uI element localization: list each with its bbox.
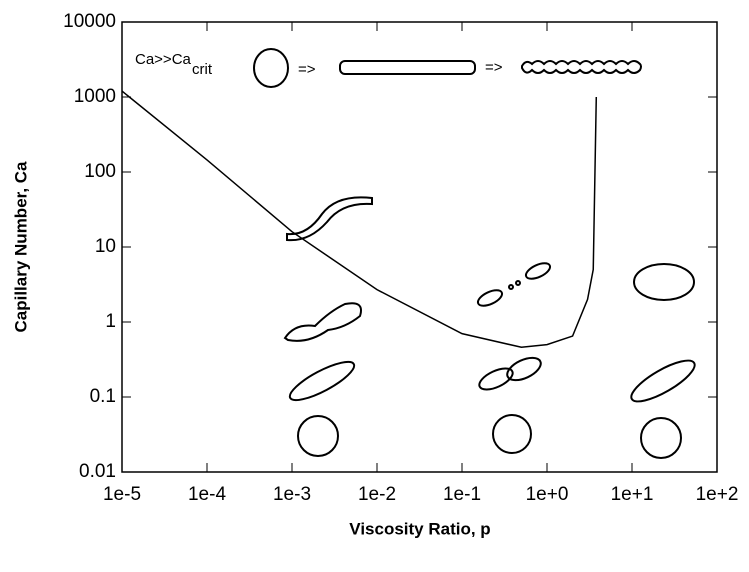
x-axis-label: Viscosity Ratio, p [349, 519, 490, 538]
x-tick-label: 1e-1 [443, 484, 481, 505]
y-tick-label: 0.01 [79, 461, 116, 482]
y-tick-label: 10000 [63, 11, 116, 32]
annotation: crit [192, 61, 213, 78]
y-tick-label: 10 [95, 236, 116, 257]
x-tick-label: 1e-2 [358, 484, 396, 505]
drop-sketches [253, 48, 696, 459]
x-tick-label: 1e-5 [103, 484, 141, 505]
x-tick-label: 1e+0 [526, 484, 569, 505]
y-axis-label: Capillary Number, Ca [11, 161, 30, 333]
plot-frame [121, 21, 718, 473]
x-tick-label: 1e-3 [273, 484, 311, 505]
y-tick-label: 100 [84, 161, 116, 182]
annotation: Ca>>Ca [135, 51, 192, 68]
x-tick-label: 1e+1 [611, 484, 654, 505]
y-tick-label: 1000 [74, 86, 116, 107]
x-tick-label: 1e-4 [188, 484, 226, 505]
curve [121, 90, 598, 349]
y-tick-label: 0.1 [90, 386, 116, 407]
x-tick-label: 1e+2 [696, 484, 739, 505]
annotation: => [298, 61, 316, 78]
y-tick-label: 1 [105, 311, 116, 332]
annotation: => [485, 59, 503, 76]
